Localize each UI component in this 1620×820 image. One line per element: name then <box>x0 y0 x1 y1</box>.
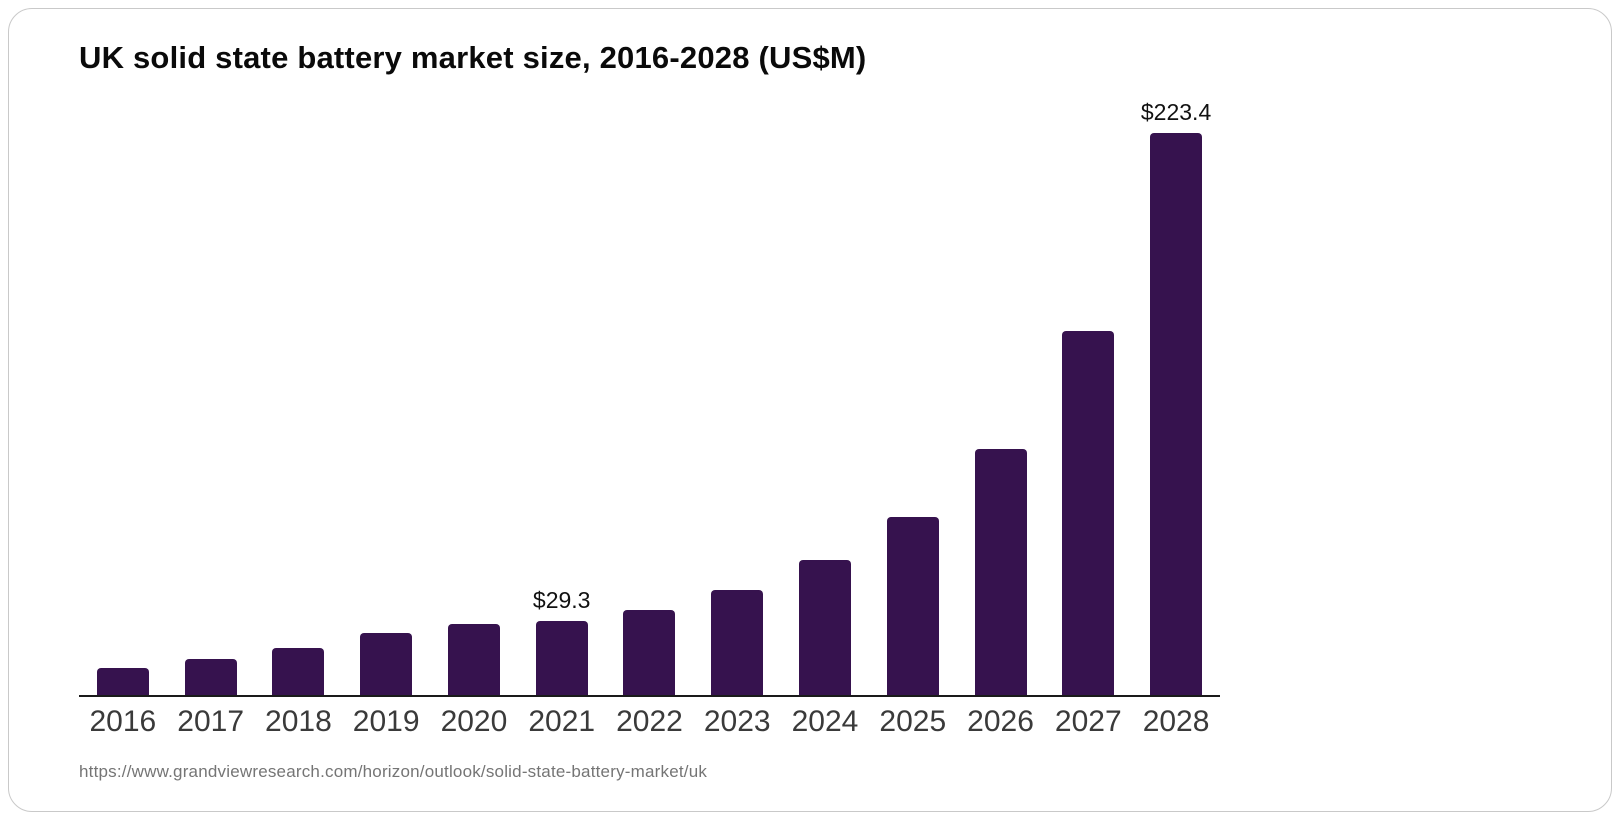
value-label-2028: $223.4 <box>1140 99 1212 125</box>
bar-column-2028: $223.4 <box>1132 99 1220 695</box>
bar-2019 <box>360 633 413 695</box>
bar-column-2027 <box>1044 104 1132 695</box>
x-tick-label-2022: 2022 <box>616 705 683 738</box>
bar-column-2023 <box>693 104 781 695</box>
chart-card: UK solid state battery market size, 2016… <box>8 8 1612 812</box>
x-tick-label-2019: 2019 <box>352 705 420 738</box>
bar-column-2026 <box>957 104 1045 695</box>
x-tick-label-2023: 2023 <box>703 705 771 738</box>
bar-column-2020 <box>430 104 518 695</box>
x-tick-label-2027: 2027 <box>1054 705 1122 738</box>
bar-column-2025 <box>869 104 957 695</box>
bar-column-2019 <box>342 104 430 695</box>
bar-column-2016 <box>79 104 167 695</box>
x-tick-label-2016: 2016 <box>89 705 157 738</box>
x-tick-label-2026: 2026 <box>967 705 1034 738</box>
bar-column-2021: $29.3 <box>518 104 606 695</box>
x-tick-label-2021: 2021 <box>528 705 596 738</box>
x-tick-label-2025: 2025 <box>879 705 947 738</box>
bar-2020 <box>447 624 500 695</box>
bar-2023 <box>711 590 764 695</box>
x-tick-label-2020: 2020 <box>440 705 508 738</box>
bar-2025 <box>886 517 939 695</box>
bar-column-2022 <box>606 104 694 695</box>
bar-2024 <box>799 560 851 695</box>
plot-area: $29.3 $223.4 <box>79 99 1220 695</box>
bar-2021 <box>535 621 588 695</box>
x-tick-label-2017: 2017 <box>177 705 245 738</box>
x-tick-label-2024: 2024 <box>791 705 859 738</box>
bar-2018 <box>272 648 325 695</box>
x-tick-label-2018: 2018 <box>265 705 332 738</box>
chart-title: UK solid state battery market size, 2016… <box>79 40 867 75</box>
bar-2028 <box>1150 133 1203 695</box>
x-tick-label-2028: 2028 <box>1142 705 1210 738</box>
bar-2016 <box>96 668 149 695</box>
bar-2022 <box>623 610 676 695</box>
bar-column-2018 <box>255 104 343 695</box>
x-axis-line <box>79 695 1220 697</box>
source-url: https://www.grandviewresearch.com/horizo… <box>79 762 708 781</box>
value-label-2021: $29.3 <box>532 587 591 613</box>
x-axis-labels: 2016 2017 2018 2019 2020 2021 2022 2023 2024 2025… <box>79 705 1220 739</box>
bar-column-2024 <box>781 104 869 695</box>
bar-2017 <box>184 659 237 695</box>
bar-2026 <box>974 449 1027 695</box>
bar-2027 <box>1062 331 1115 695</box>
bar-column-2017 <box>167 104 255 695</box>
